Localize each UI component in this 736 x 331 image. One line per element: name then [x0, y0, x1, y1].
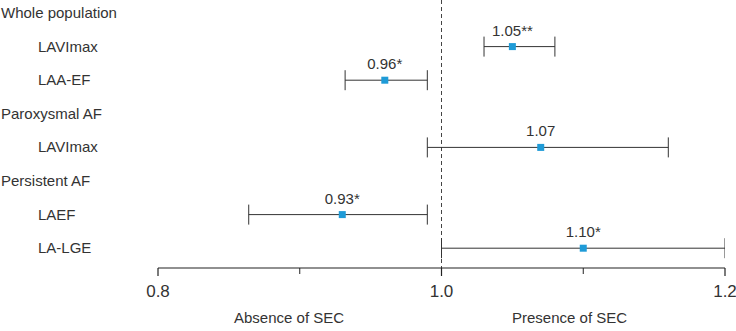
- x-tick-label: 1.2: [713, 282, 736, 301]
- ci-line: [427, 147, 668, 148]
- x-minor-tick: [299, 268, 300, 274]
- point-estimate: [339, 211, 346, 218]
- data-label: 0.93*: [325, 190, 360, 207]
- data-label: 1.05**: [492, 22, 533, 39]
- ci-cap-lower: [345, 70, 346, 90]
- point-estimate: [537, 144, 544, 151]
- ci-cap-upper: [427, 205, 428, 225]
- x-tick: [441, 268, 442, 276]
- point-estimate: [580, 245, 587, 252]
- left-label: Absence of SEC: [234, 309, 344, 326]
- reference-line: [441, 0, 442, 268]
- ci-cap-lower: [484, 37, 485, 57]
- x-tick: [724, 268, 725, 276]
- right-label: Presence of SEC: [512, 309, 627, 326]
- x-tick-label: 0.8: [146, 282, 170, 301]
- group-label: Persistent AF: [1, 172, 90, 189]
- group-label: Whole population: [1, 4, 117, 21]
- point-estimate: [509, 43, 516, 50]
- labels: Whole population LAVImax 1.05** LAA-EF 0.96*…: [1, 4, 601, 256]
- x-tick: [157, 268, 158, 276]
- x-minor-tick: [583, 268, 584, 274]
- row-label: LA-LGE: [38, 239, 91, 256]
- ci-cap-lower: [441, 238, 442, 258]
- ci-cap-lower: [427, 137, 428, 157]
- ci-cap-upper: [668, 137, 669, 157]
- x-tick-label: 1.0: [430, 282, 454, 301]
- group-label: Paroxysmal AF: [1, 105, 102, 122]
- row-label: LAEF: [38, 206, 76, 223]
- data-label: 0.96*: [367, 55, 402, 72]
- ci-line: [249, 214, 428, 215]
- marks: [249, 37, 725, 259]
- row-label: LAVImax: [38, 38, 98, 55]
- row-label: LAVImax: [38, 138, 98, 155]
- ci-cap-upper: [554, 37, 555, 57]
- point-estimate: [381, 77, 388, 84]
- forest-plot: 0.8 1.0 1.2 Absence of SEC Presence of SEC Wh…: [0, 0, 736, 331]
- ci-cap-upper: [725, 238, 726, 258]
- data-label: 1.10*: [566, 223, 601, 240]
- ci-cap-lower: [248, 205, 249, 225]
- row-label: LAA-EF: [38, 71, 91, 88]
- data-label: 1.07: [526, 122, 555, 139]
- ci-cap-upper: [427, 70, 428, 90]
- ci-line: [484, 46, 555, 47]
